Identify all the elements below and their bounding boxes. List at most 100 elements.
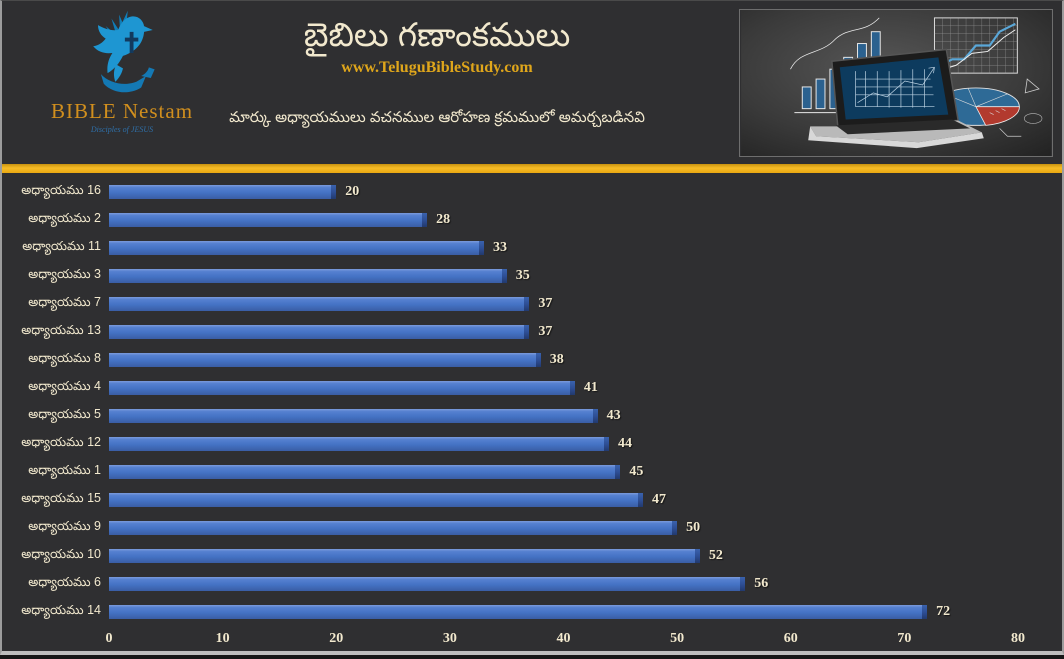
bar-track: 56 (109, 570, 1018, 598)
category-label: అధ్యాయము 3 (28, 267, 101, 281)
bar[interactable] (109, 577, 746, 591)
bar-track: 35 (109, 262, 1018, 290)
value-label: 28 (436, 212, 451, 227)
chart-row: అధ్యాయము 9 50 (2, 514, 1062, 542)
x-axis: 0 10 20 30 40 50 60 70 80 (2, 629, 1062, 655)
chart-row: అధ్యాయము 12 44 (2, 430, 1062, 458)
chart-row: అధ్యాయము 3 35 (2, 262, 1062, 290)
chart-row: అధ్యాయము 8 38 (2, 346, 1062, 374)
bar-track: 41 (109, 374, 1018, 402)
category-label: అధ్యాయము 15 (21, 491, 101, 505)
dove-logo-icon (93, 10, 155, 93)
chart-subtitle: మార్కు అధ్యాయములు వచనముల ఆరోహణ క్రమములో … (229, 108, 645, 126)
category-label: అధ్యాయము 4 (28, 379, 101, 393)
x-axis-tick: 20 (329, 631, 344, 646)
header: BIBLE Nestam Disciples of JESUS బైబిలు గ… (2, 1, 1062, 164)
chart-row: అధ్యాయము 10 52 (2, 542, 1062, 570)
laptop-charts-photo (739, 9, 1053, 157)
category-label: అధ్యాయము 6 (28, 575, 101, 589)
bar-track: 28 (109, 206, 1018, 234)
bar[interactable] (109, 409, 598, 423)
value-label: 47 (652, 492, 667, 507)
bar-track: 45 (109, 458, 1018, 486)
value-label: 33 (492, 240, 507, 255)
x-axis-tick: 80 (1011, 631, 1025, 646)
logo-block: BIBLE Nestam Disciples of JESUS (42, 5, 202, 134)
value-label: 38 (549, 352, 564, 367)
chart-row: అధ్యాయము 7 37 (2, 290, 1062, 318)
chart-row: అధ్యాయము 15 47 (2, 486, 1062, 514)
bar[interactable] (109, 381, 575, 395)
value-label: 41 (583, 380, 598, 395)
x-axis-tick: 60 (783, 631, 798, 646)
category-label: అధ్యాయము 16 (21, 183, 101, 197)
value-label: 50 (686, 520, 701, 535)
bar-track: 72 (109, 598, 1018, 626)
bar-track: 33 (109, 234, 1018, 262)
x-axis-tick: 0 (105, 631, 113, 646)
bar-track: 37 (109, 290, 1018, 318)
chart-row: అధ్యాయము 1 45 (2, 458, 1062, 486)
bar[interactable] (109, 325, 530, 339)
category-label: అధ్యాయము 12 (21, 435, 101, 449)
value-label: 72 (936, 604, 951, 619)
x-axis-tick: 30 (442, 631, 457, 646)
bar[interactable] (109, 297, 530, 311)
bar-track: 52 (109, 542, 1018, 570)
category-label: అధ్యాయము 13 (21, 323, 101, 337)
x-axis-ticks: 0 10 20 30 40 50 60 70 80 (105, 629, 1026, 655)
chart-row: అధ్యాయము 2 28 (2, 206, 1062, 234)
chart-row: అధ్యాయము 11 33 (2, 234, 1062, 262)
bar[interactable] (109, 605, 928, 619)
bar-track: 50 (109, 514, 1018, 542)
chart-row: అధ్యాయము 4 41 (2, 374, 1062, 402)
bar[interactable] (109, 213, 428, 227)
category-label: అధ్యాయము 1 (28, 463, 101, 477)
category-label: అధ్యాయము 8 (28, 351, 101, 365)
value-label: 37 (538, 296, 553, 311)
chart-row: అధ్యాయము 16 20 (2, 178, 1062, 206)
gold-divider (2, 164, 1062, 173)
page-title: బైబిలు గణాంకములు (303, 16, 571, 53)
x-axis-tick: 50 (670, 631, 685, 646)
bar-track: 47 (109, 486, 1018, 514)
value-label: 44 (617, 436, 632, 451)
bar[interactable] (109, 353, 541, 367)
value-label: 37 (538, 324, 553, 339)
chart-row: అధ్యాయము 13 37 (2, 318, 1062, 346)
website-link[interactable]: www.TeluguBibleStudy.com (341, 58, 533, 76)
bar[interactable] (109, 437, 609, 451)
bar[interactable] (109, 465, 621, 479)
chart-row: అధ్యాయము 14 72 (2, 598, 1062, 626)
category-label: అధ్యాయము 5 (28, 407, 101, 421)
category-label: అధ్యాయము 2 (28, 211, 101, 225)
chart-row: అధ్యాయము 6 56 (2, 570, 1062, 598)
bar-track: 44 (109, 430, 1018, 458)
bar[interactable] (109, 269, 507, 283)
category-label: అధ్యాయము 7 (28, 295, 101, 309)
chart-rows: అధ్యాయము 16 20 అధ్యాయము 2 28 అధ్యాయము 11 33 అధ… (2, 178, 1062, 627)
value-label: 45 (629, 464, 644, 479)
value-label: 56 (754, 576, 769, 591)
laptop-icon (808, 48, 984, 149)
bar-track: 20 (109, 178, 1018, 206)
x-axis-tick: 10 (215, 631, 230, 646)
chart-row: అధ్యాయము 5 43 (2, 402, 1062, 430)
bar[interactable] (109, 493, 644, 507)
bar[interactable] (109, 521, 678, 535)
x-axis-tick: 70 (897, 631, 912, 646)
category-label: అధ్యాయము 9 (28, 519, 101, 533)
category-label: అధ్యాయము 14 (21, 603, 101, 617)
bar[interactable] (109, 241, 484, 255)
bar[interactable] (109, 549, 700, 563)
category-label: అధ్యాయము 11 (22, 239, 101, 253)
value-label: 35 (515, 268, 530, 283)
brand-name: BIBLE Nestam (50, 99, 194, 123)
bar-track: 38 (109, 346, 1018, 374)
x-axis-tick: 40 (556, 631, 571, 646)
category-label: అధ్యాయము 10 (21, 547, 101, 561)
bar[interactable] (109, 185, 337, 199)
value-label: 20 (345, 184, 360, 199)
bar-track: 43 (109, 402, 1018, 430)
